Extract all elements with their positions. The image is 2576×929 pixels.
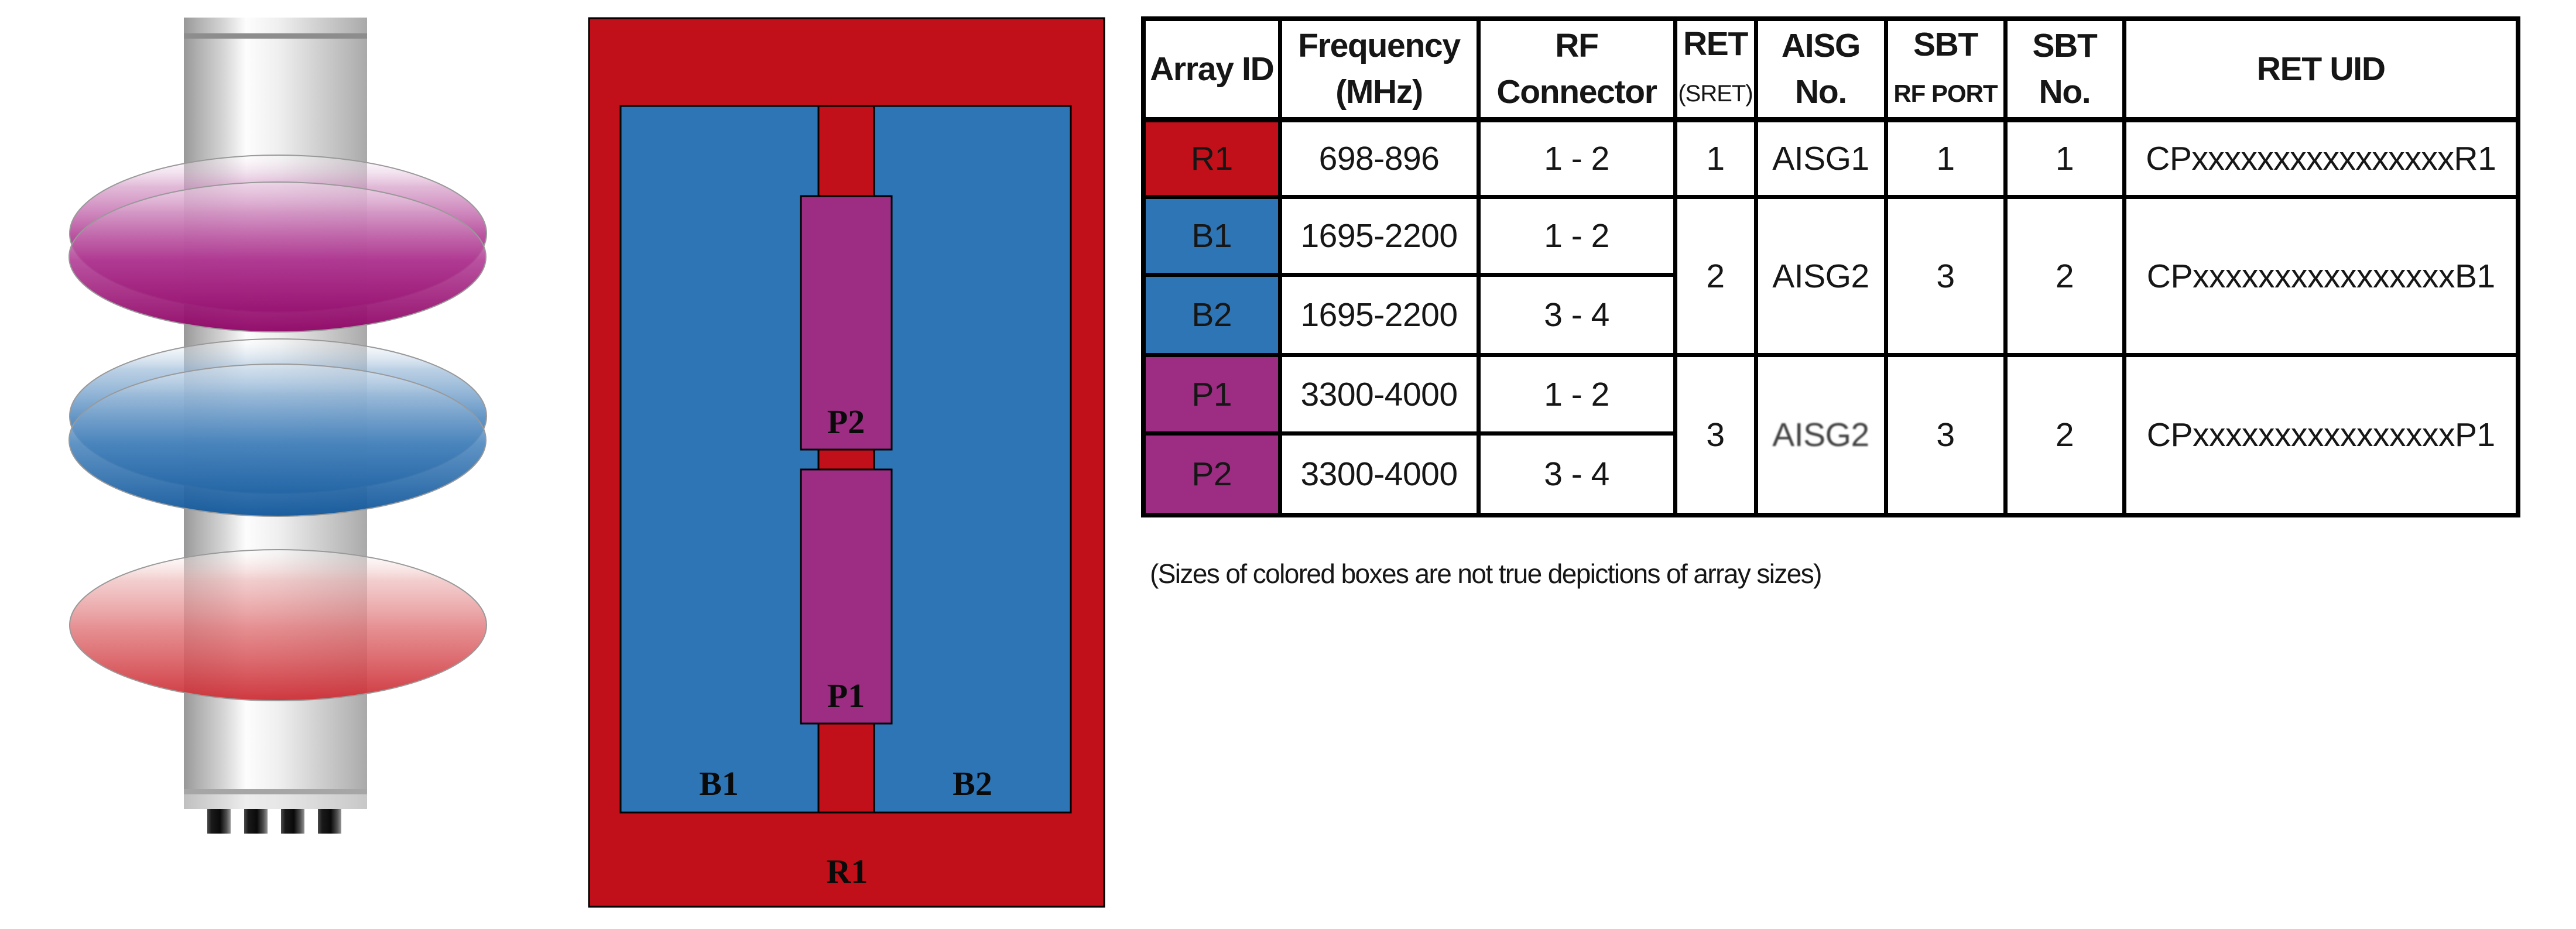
svg-text:B2: B2 (953, 765, 992, 803)
svg-text:R1: R1 (827, 852, 868, 890)
svg-text:P1: P1 (827, 677, 865, 715)
svg-text:B1: B1 (699, 765, 739, 803)
svg-text:P2: P2 (827, 403, 865, 441)
